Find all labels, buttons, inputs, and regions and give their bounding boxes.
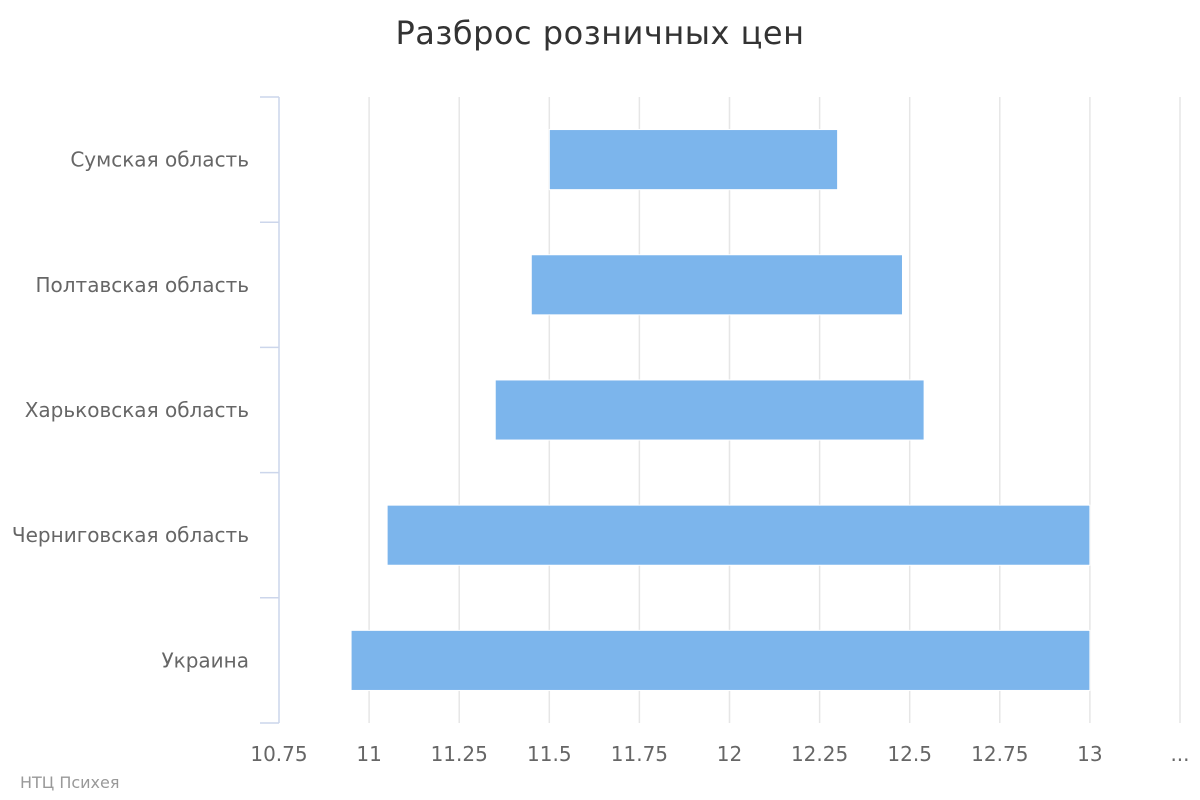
category-axis [260,96,280,724]
chart-title: Разброс розничных цен [395,14,805,52]
credits-label: НТЦ Психея [20,773,120,792]
value-tick-labels: 10.75 11 11.25 11.5 11.75 12 12.25 12.5 12.75 13.… [250,742,1189,766]
category-label: Черниговская область [12,523,249,547]
value-tick-label: 10.75 [250,742,307,766]
value-tick-label: 11.5 [527,742,572,766]
value-tick-label: 11.75 [611,742,668,766]
category-label: Полтавская область [35,273,249,297]
category-label: Сумская область [70,148,249,172]
range-bar[interactable] [350,629,1091,691]
bar-series [350,129,1091,691]
range-bar[interactable] [548,129,839,191]
range-bar[interactable] [494,379,925,441]
category-labels: Сумская область Полтавская область Харьков… [12,148,249,673]
value-tick-label: 12 [717,742,742,766]
value-tick-label: 12.25 [791,742,848,766]
value-tick-label: 12.75 [971,742,1028,766]
value-tick-label: ... [1170,742,1189,766]
range-bar[interactable] [530,254,903,316]
range-bar[interactable] [386,504,1091,566]
category-label: Харьковская область [25,398,249,422]
value-tick-label: 12.5 [887,742,932,766]
value-tick-label: 11 [356,742,381,766]
value-tick-label: 11.25 [431,742,488,766]
category-label: Украина [161,648,249,672]
value-tick-label: 13 [1077,742,1102,766]
